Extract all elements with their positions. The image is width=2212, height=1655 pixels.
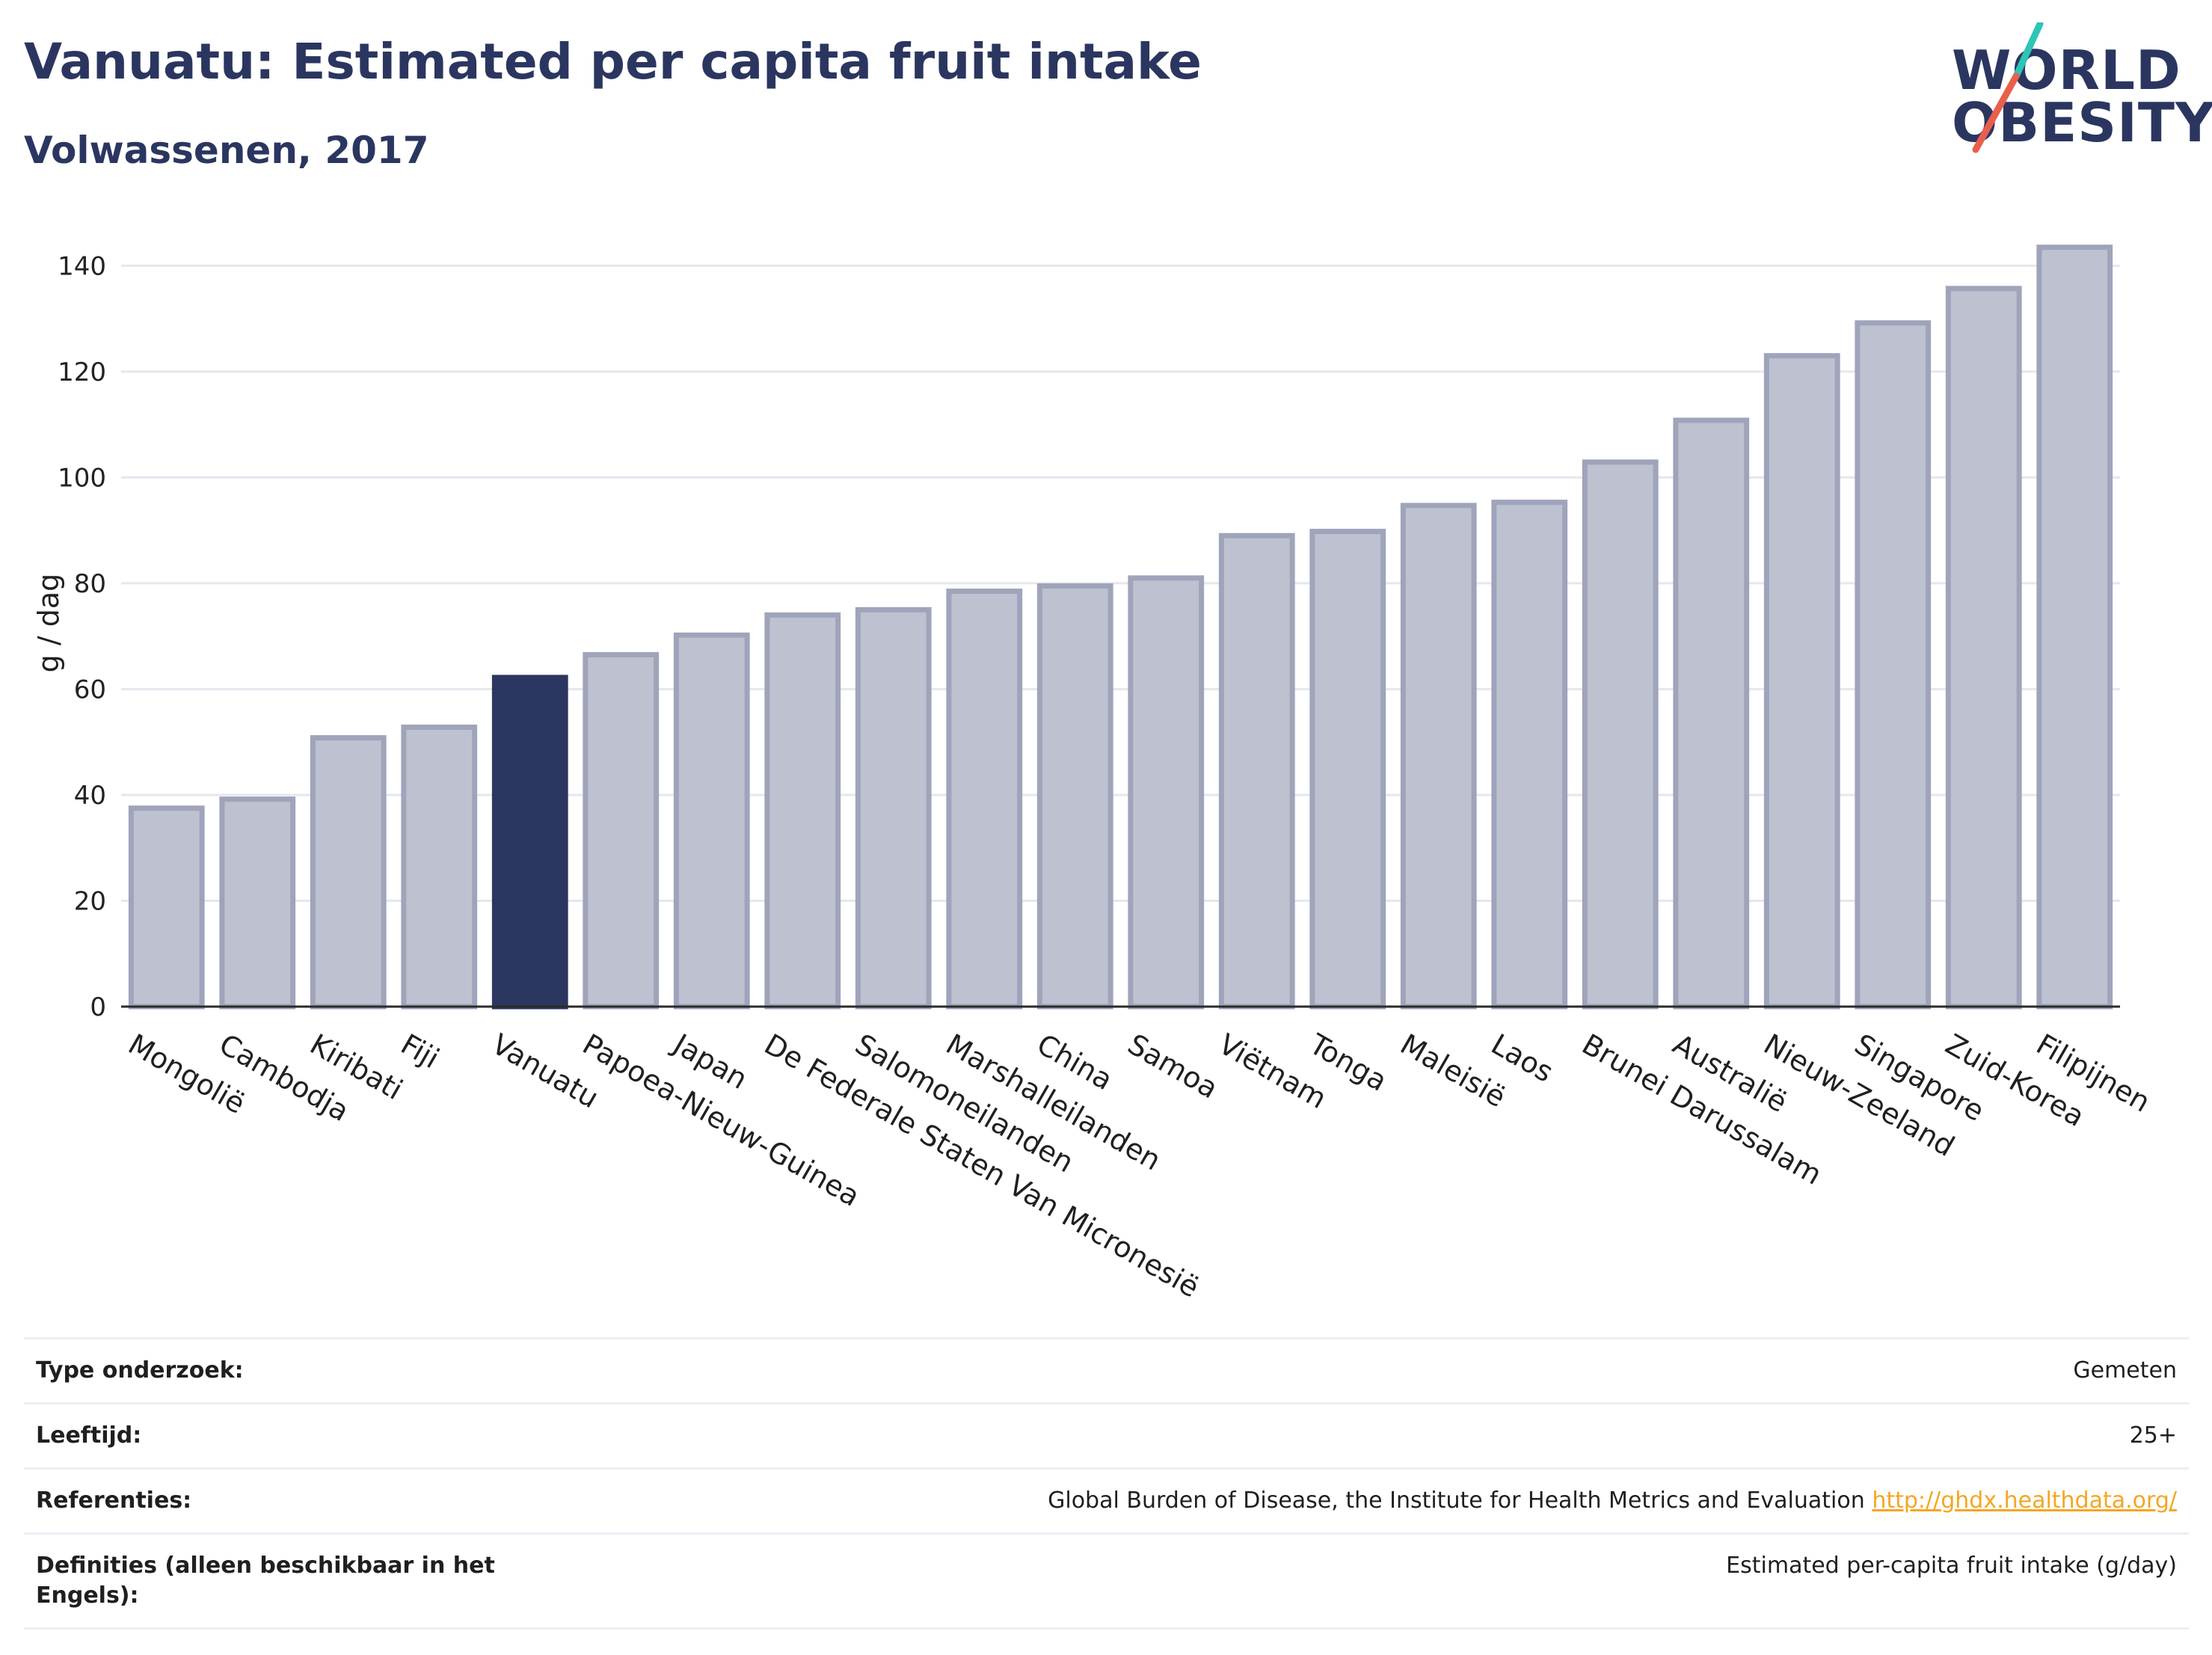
y-tick-label: 20	[74, 886, 106, 916]
info-value: Estimated per-capita fruit intake (g/day…	[529, 1532, 2189, 1630]
y-tick-label: 60	[74, 675, 106, 704]
reference-text: Global Burden of Disease, the Institute …	[1048, 1487, 1865, 1514]
info-row-type: Type onderzoek: Gemeten	[24, 1337, 2189, 1404]
bar[interactable]	[1763, 353, 1840, 1010]
bar[interactable]	[1036, 583, 1113, 1010]
bar[interactable]	[128, 805, 205, 1010]
bar[interactable]	[946, 589, 1023, 1010]
bar[interactable]	[401, 724, 478, 1010]
bar[interactable]	[1400, 503, 1477, 1010]
bar[interactable]	[1855, 320, 1932, 1010]
bar[interactable]	[1128, 575, 1205, 1010]
bar[interactable]	[1945, 286, 2022, 1010]
bar[interactable]	[1309, 529, 1386, 1010]
info-label: Type onderzoek:	[24, 1337, 529, 1404]
bar[interactable]	[1491, 500, 1568, 1010]
bar[interactable]	[491, 675, 568, 1010]
chart-title: Vanuatu: Estimated per capita fruit inta…	[24, 33, 1202, 90]
y-axis: 0 20 40 60 80 100 120 140	[58, 251, 106, 1022]
bar[interactable]	[219, 796, 296, 1010]
info-value: 25+	[529, 1402, 2189, 1469]
y-tick-label: 0	[90, 992, 106, 1022]
bar[interactable]	[764, 612, 841, 1010]
info-row-age: Leeftijd: 25+	[24, 1402, 2189, 1469]
chart-subtitle: Volwassenen, 2017	[24, 129, 429, 172]
bar[interactable]	[673, 632, 750, 1010]
bars	[128, 245, 2113, 1010]
world-obesity-logo: WORLD OBESITY	[1952, 22, 2212, 157]
info-row-definitions: Definities (alleen beschikbaar in het En…	[24, 1532, 2189, 1630]
info-label: Referenties:	[24, 1467, 529, 1534]
y-tick-label: 100	[58, 463, 106, 493]
y-tick-label: 80	[74, 569, 106, 599]
y-tick-label: 140	[58, 251, 106, 281]
x-tick-label: Fiji	[396, 1028, 445, 1075]
logo-slash-icon	[1972, 22, 2044, 153]
info-label: Definities (alleen beschikbaar in het En…	[24, 1532, 529, 1630]
y-tick-label: 40	[74, 781, 106, 811]
bar[interactable]	[583, 651, 660, 1010]
bar[interactable]	[1218, 532, 1295, 1010]
y-tick-label: 120	[58, 357, 106, 387]
info-table: Type onderzoek: Gemeten Leeftijd: 25+ Re…	[24, 1337, 2189, 1630]
info-value: Gemeten	[529, 1337, 2189, 1404]
x-tick-label: Maleisië	[1395, 1028, 1511, 1114]
reference-link[interactable]: http://ghdx.healthdata.org/	[1872, 1487, 2177, 1514]
bar[interactable]	[1582, 459, 1659, 1010]
info-value: Global Burden of Disease, the Institute …	[529, 1467, 2189, 1534]
logo-text-line2: OBESITY	[1952, 91, 2212, 154]
bar[interactable]	[1673, 417, 1750, 1010]
bar[interactable]	[310, 735, 387, 1010]
info-row-references: Referenties: Global Burden of Disease, t…	[24, 1467, 2189, 1534]
info-label: Leeftijd:	[24, 1402, 529, 1469]
x-tick-label: Samoa	[1122, 1028, 1223, 1105]
bar[interactable]	[2036, 245, 2113, 1010]
bar[interactable]	[855, 607, 932, 1010]
y-axis-label: g / dag	[32, 574, 65, 673]
logo-text-line1: WORLD	[1952, 39, 2181, 102]
bar-chart: 0 20 40 60 80 100 120 140 MongoliëCambodjaKirib…	[32, 245, 2156, 1304]
